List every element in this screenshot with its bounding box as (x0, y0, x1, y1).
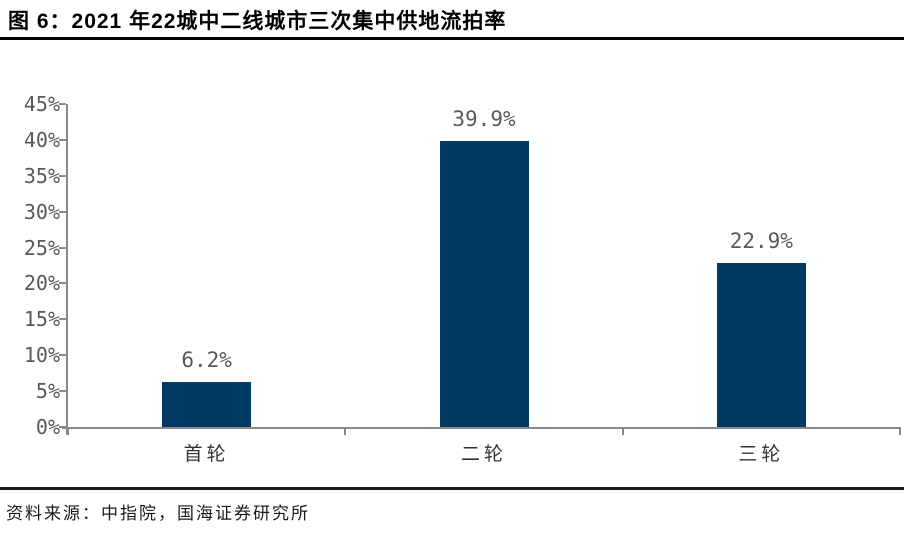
figure-title: 图 6：2021 年22城中二线城市三次集中供地流拍率 (8, 10, 507, 33)
y-axis-tick (59, 103, 66, 105)
y-axis-tick-label: 30% (23, 199, 60, 224)
x-axis-tick (899, 427, 901, 435)
y-axis-tick-label: 0% (35, 415, 60, 439)
y-axis-tick-label: 5% (35, 379, 60, 404)
x-category-label: 二轮 (460, 444, 507, 465)
bar (439, 140, 529, 427)
y-axis-tick-label: 45% (23, 92, 60, 116)
y-axis-tick (59, 426, 66, 428)
x-axis-line (62, 427, 900, 429)
y-axis-tick (59, 318, 66, 321)
source-note: 资料来源：中指院，国海证券研究所 (6, 504, 310, 523)
y-axis-tick-label: 15% (23, 307, 60, 332)
footer-rule (0, 487, 904, 490)
bar-value-label: 6.2% (181, 348, 232, 373)
y-axis-tick (59, 246, 66, 249)
y-axis-tick (59, 390, 66, 393)
y-axis-tick (59, 174, 66, 177)
bar-value-label: 39.9% (452, 106, 516, 131)
y-axis-tick-label: 10% (23, 343, 60, 368)
y-axis-tick (59, 354, 66, 357)
bar (716, 262, 806, 427)
x-category-label: 三轮 (738, 444, 785, 465)
y-axis-tick-label: 35% (23, 163, 60, 188)
title-rule (0, 37, 904, 40)
y-axis-tick (59, 210, 66, 213)
y-axis-tick-label: 40% (23, 127, 60, 152)
bar-chart: 0% 5% 10% 15% 20% 25% 30% 35% 40% 45% 6.2% 首轮 39.9% 二… (0, 40, 904, 470)
x-axis-tick (621, 427, 624, 435)
x-axis-tick (344, 427, 347, 435)
y-axis-tick (59, 138, 66, 141)
y-axis-tick-label: 20% (23, 271, 60, 296)
y-axis-tick-label: 25% (23, 235, 60, 260)
y-axis-tick (59, 282, 66, 285)
x-axis-tick (67, 427, 69, 435)
bar (162, 382, 252, 427)
x-category-label: 首轮 (183, 444, 230, 465)
y-axis-line (66, 104, 68, 435)
bar-value-label: 22.9% (729, 228, 793, 253)
